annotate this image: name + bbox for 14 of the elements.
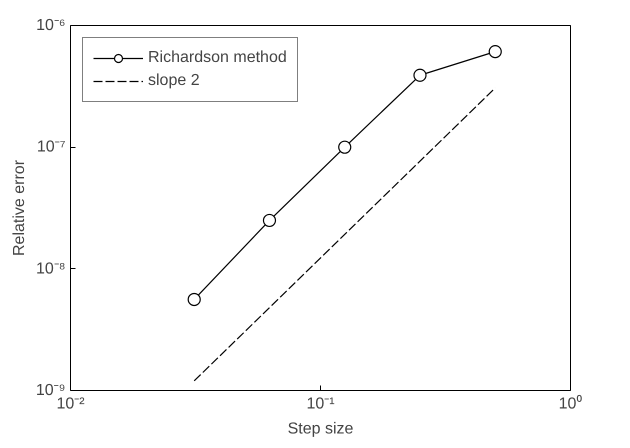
point [262, 214, 276, 228]
y-tick-label: 10⁻⁷ [36, 138, 66, 156]
y-tick-label: 10⁻⁶ [36, 17, 66, 34]
point [338, 140, 352, 154]
x-axis-title: Step size [288, 420, 354, 438]
legend-label: slope 2 [148, 72, 200, 90]
y-tick-label: 10⁻⁸ [36, 260, 66, 278]
x-tick-label: 10⁰ [558, 394, 582, 412]
point [413, 68, 427, 82]
legend-label: Richardson method [148, 49, 287, 67]
x-tick-label: 10⁻¹ [306, 396, 335, 412]
y-axis-title: Relative error [10, 159, 28, 256]
point [188, 292, 201, 306]
point [488, 45, 502, 58]
